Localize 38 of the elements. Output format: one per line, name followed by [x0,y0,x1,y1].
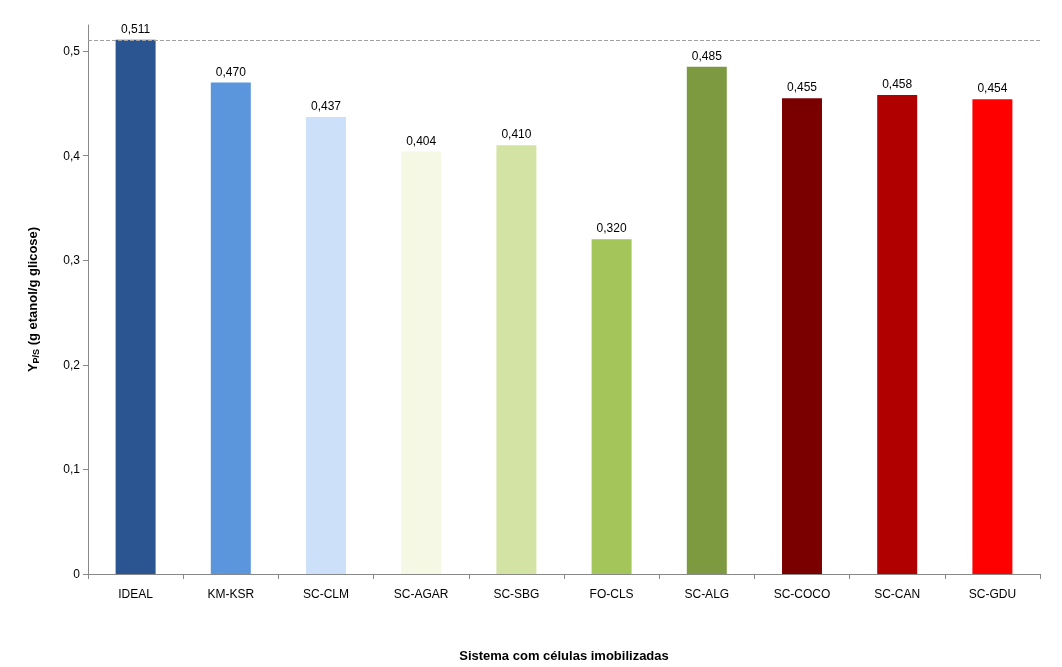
x-tick-label: KM-KSR [207,587,255,601]
bar [591,239,632,574]
bar [972,99,1013,574]
bar [401,151,442,574]
data-label: 0,511 [121,21,151,36]
y-tick-label: 0,4 [63,148,81,163]
bar [877,95,918,574]
data-label: 0,320 [596,221,627,236]
x-axis-title: Sistema com células imobilizadas [459,648,669,663]
data-label: 0,458 [882,77,913,92]
bar [210,82,251,574]
data-label: 0,470 [215,64,247,79]
x-tick-label: SC-AGAR [393,587,449,601]
x-tick-label: SC-GDU [968,587,1017,601]
bar [496,145,537,574]
x-tick-label: SC-CAN [874,587,921,601]
bar [115,39,156,574]
bar [686,66,727,574]
y-tick-label: 0,2 [63,357,81,372]
x-tick-label: SC-ALG [684,587,730,601]
y-tick-label: 0 [73,567,81,581]
bar [306,117,346,574]
data-label: 0,454 [977,81,1008,96]
y-tick-label: 0,3 [63,253,81,268]
y-tick-label: 0,5 [63,44,81,59]
x-tick-label: SC-SBG [493,587,540,601]
data-label: 0,410 [501,127,532,142]
data-label: 0,455 [786,80,818,95]
data-label: 0,485 [691,48,723,63]
bar [782,98,822,574]
x-tick-label: FO-CLS [589,587,634,601]
data-label: 0,404 [406,133,437,148]
x-tick-label: SC-CLM [302,587,350,601]
data-label: 0,437 [310,99,342,114]
y-tick-label: 0,1 [63,462,81,477]
x-tick-label: IDEAL [118,587,154,601]
y-axis-title: YP/S (g etanol/g glicose) [25,226,41,373]
x-tick-label: SC-COCO [773,587,831,601]
